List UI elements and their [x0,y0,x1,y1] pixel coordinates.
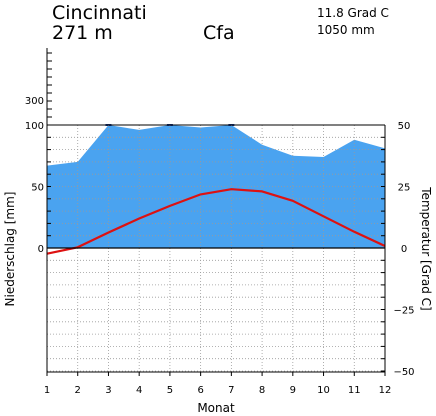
month-tick-label: 8 [259,385,265,396]
month-tick-label: 2 [75,385,81,396]
axes [46,48,386,376]
month-tick-label: 11 [348,385,361,396]
temp-tick-label: −25 [393,306,414,317]
annual-precipitation: 1050 mm [317,23,375,37]
month-tick-label: 3 [105,385,111,396]
precip-tick-label: 0 [38,244,44,255]
temp-tick-label: −50 [393,367,414,378]
right-axis-title: Temperatur [Grad C] [419,186,433,310]
station-elevation: 271 m [52,22,113,44]
month-tick-label: 12 [379,385,392,396]
month-tick-label: 6 [197,385,203,396]
month-tick-label: 1 [44,385,50,396]
mean-temperature: 11.8 Grad C [317,6,389,20]
climate-class: Cfa [203,22,235,44]
month-tick-label: 7 [228,385,234,396]
month-tick-label: 5 [167,385,173,396]
month-tick-label: 9 [290,385,296,396]
temperature-layer [46,188,386,255]
precip-tick-label: 100 [25,121,44,132]
month-tick-label: 4 [136,385,142,396]
left-axis-title: Niederschlag [mm] [3,192,17,307]
month-tick-label: 10 [317,385,330,396]
x-axis-title: Monat [197,401,235,415]
temp-tick-label: 50 [398,121,411,132]
temperature-line [46,188,386,255]
temp-tick-label: 25 [398,183,411,194]
precip-tick-label: 50 [31,183,44,194]
temp-tick-label: 0 [401,244,407,255]
precip-tick-label: 300 [25,96,44,107]
station-name: Cincinnati [52,2,147,24]
